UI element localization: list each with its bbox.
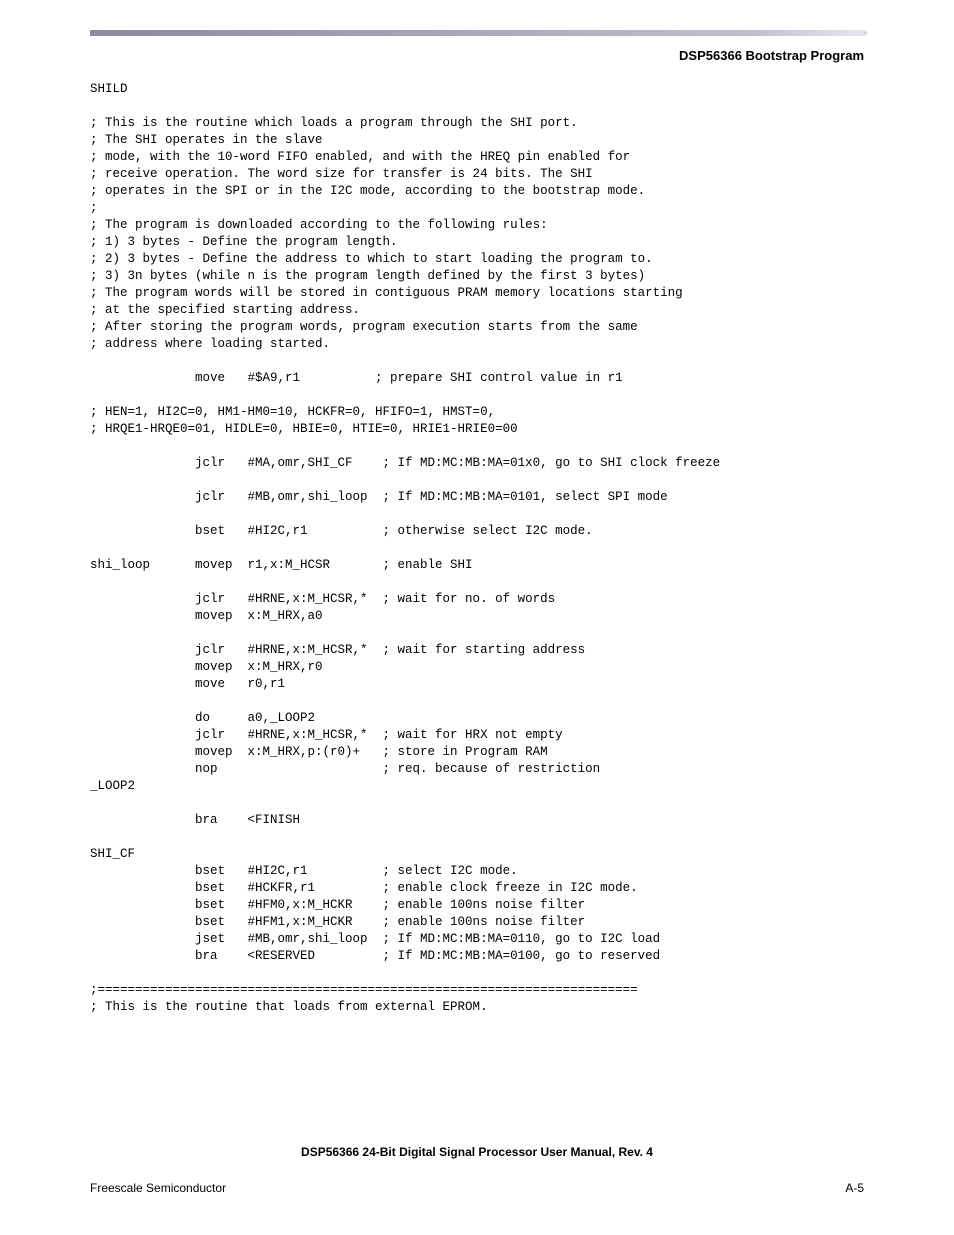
- section-title: DSP56366 Bootstrap Program: [90, 48, 864, 63]
- footer-doc-title: DSP56366 24-Bit Digital Signal Processor…: [90, 1145, 864, 1159]
- header-rule: [90, 30, 864, 36]
- footer-left: Freescale Semiconductor: [90, 1181, 226, 1195]
- footer-right: A-5: [845, 1181, 864, 1195]
- code-listing: SHILD ; This is the routine which loads …: [90, 81, 864, 1016]
- page-footer: DSP56366 24-Bit Digital Signal Processor…: [90, 1145, 864, 1195]
